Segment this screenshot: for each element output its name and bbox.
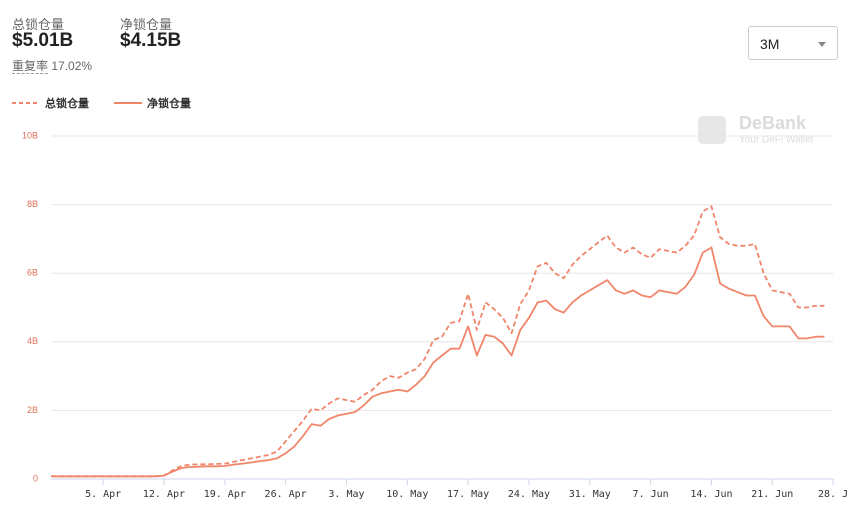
- y-tick-label: 2B: [27, 405, 38, 415]
- x-tick-label: 5. Apr: [85, 489, 121, 500]
- watermark-tagline: Your DeFi Wallet: [739, 135, 814, 146]
- x-tick-label: 14. Jun: [690, 489, 732, 500]
- watermark: DeBank Your DeFi Wallet: [698, 113, 814, 146]
- x-tick-label: 28. J: [818, 489, 848, 500]
- y-tick-label: 0: [33, 473, 38, 483]
- legend-label: 净锁仓量: [147, 96, 191, 110]
- watermark-logo: [698, 116, 726, 144]
- dup-row: 重复率 17.02%: [12, 57, 92, 74]
- x-tick-label: 19. Apr: [204, 489, 246, 500]
- x-tick-label: 24. May: [508, 489, 550, 500]
- dup-label: 重复率: [12, 59, 49, 74]
- y-tick-label: 4B: [27, 336, 38, 346]
- net-value: $4.15B: [120, 30, 182, 51]
- x-tick-label: 7. Jun: [633, 489, 669, 500]
- series-line: [51, 246, 825, 478]
- x-tick-label: 21. Jun: [751, 489, 793, 500]
- x-tick-label: 12. Apr: [143, 489, 185, 500]
- range-value: 3M: [760, 36, 780, 52]
- x-tick-label: 31. May: [569, 489, 611, 500]
- total-label: 总锁仓量: [12, 17, 65, 32]
- y-tick-label: 8B: [27, 199, 38, 209]
- total-value: $5.01B: [12, 30, 74, 51]
- watermark-brand: DeBank: [739, 113, 807, 133]
- x-tick-label: 10. May: [386, 489, 428, 500]
- net-label: 净锁仓量: [120, 17, 173, 32]
- range-dropdown[interactable]: 3M: [748, 26, 838, 60]
- y-tick-label: 10B: [22, 130, 38, 140]
- x-tick-label: 26. Apr: [265, 489, 307, 500]
- legend-label: 总锁仓量: [45, 96, 89, 110]
- x-tick-label: 17. May: [447, 489, 489, 500]
- dup-value: 17.02%: [51, 59, 93, 73]
- series-line: [51, 205, 825, 478]
- y-tick-label: 6B: [27, 268, 38, 278]
- x-tick-label: 3. May: [328, 489, 364, 500]
- caret: [818, 42, 826, 47]
